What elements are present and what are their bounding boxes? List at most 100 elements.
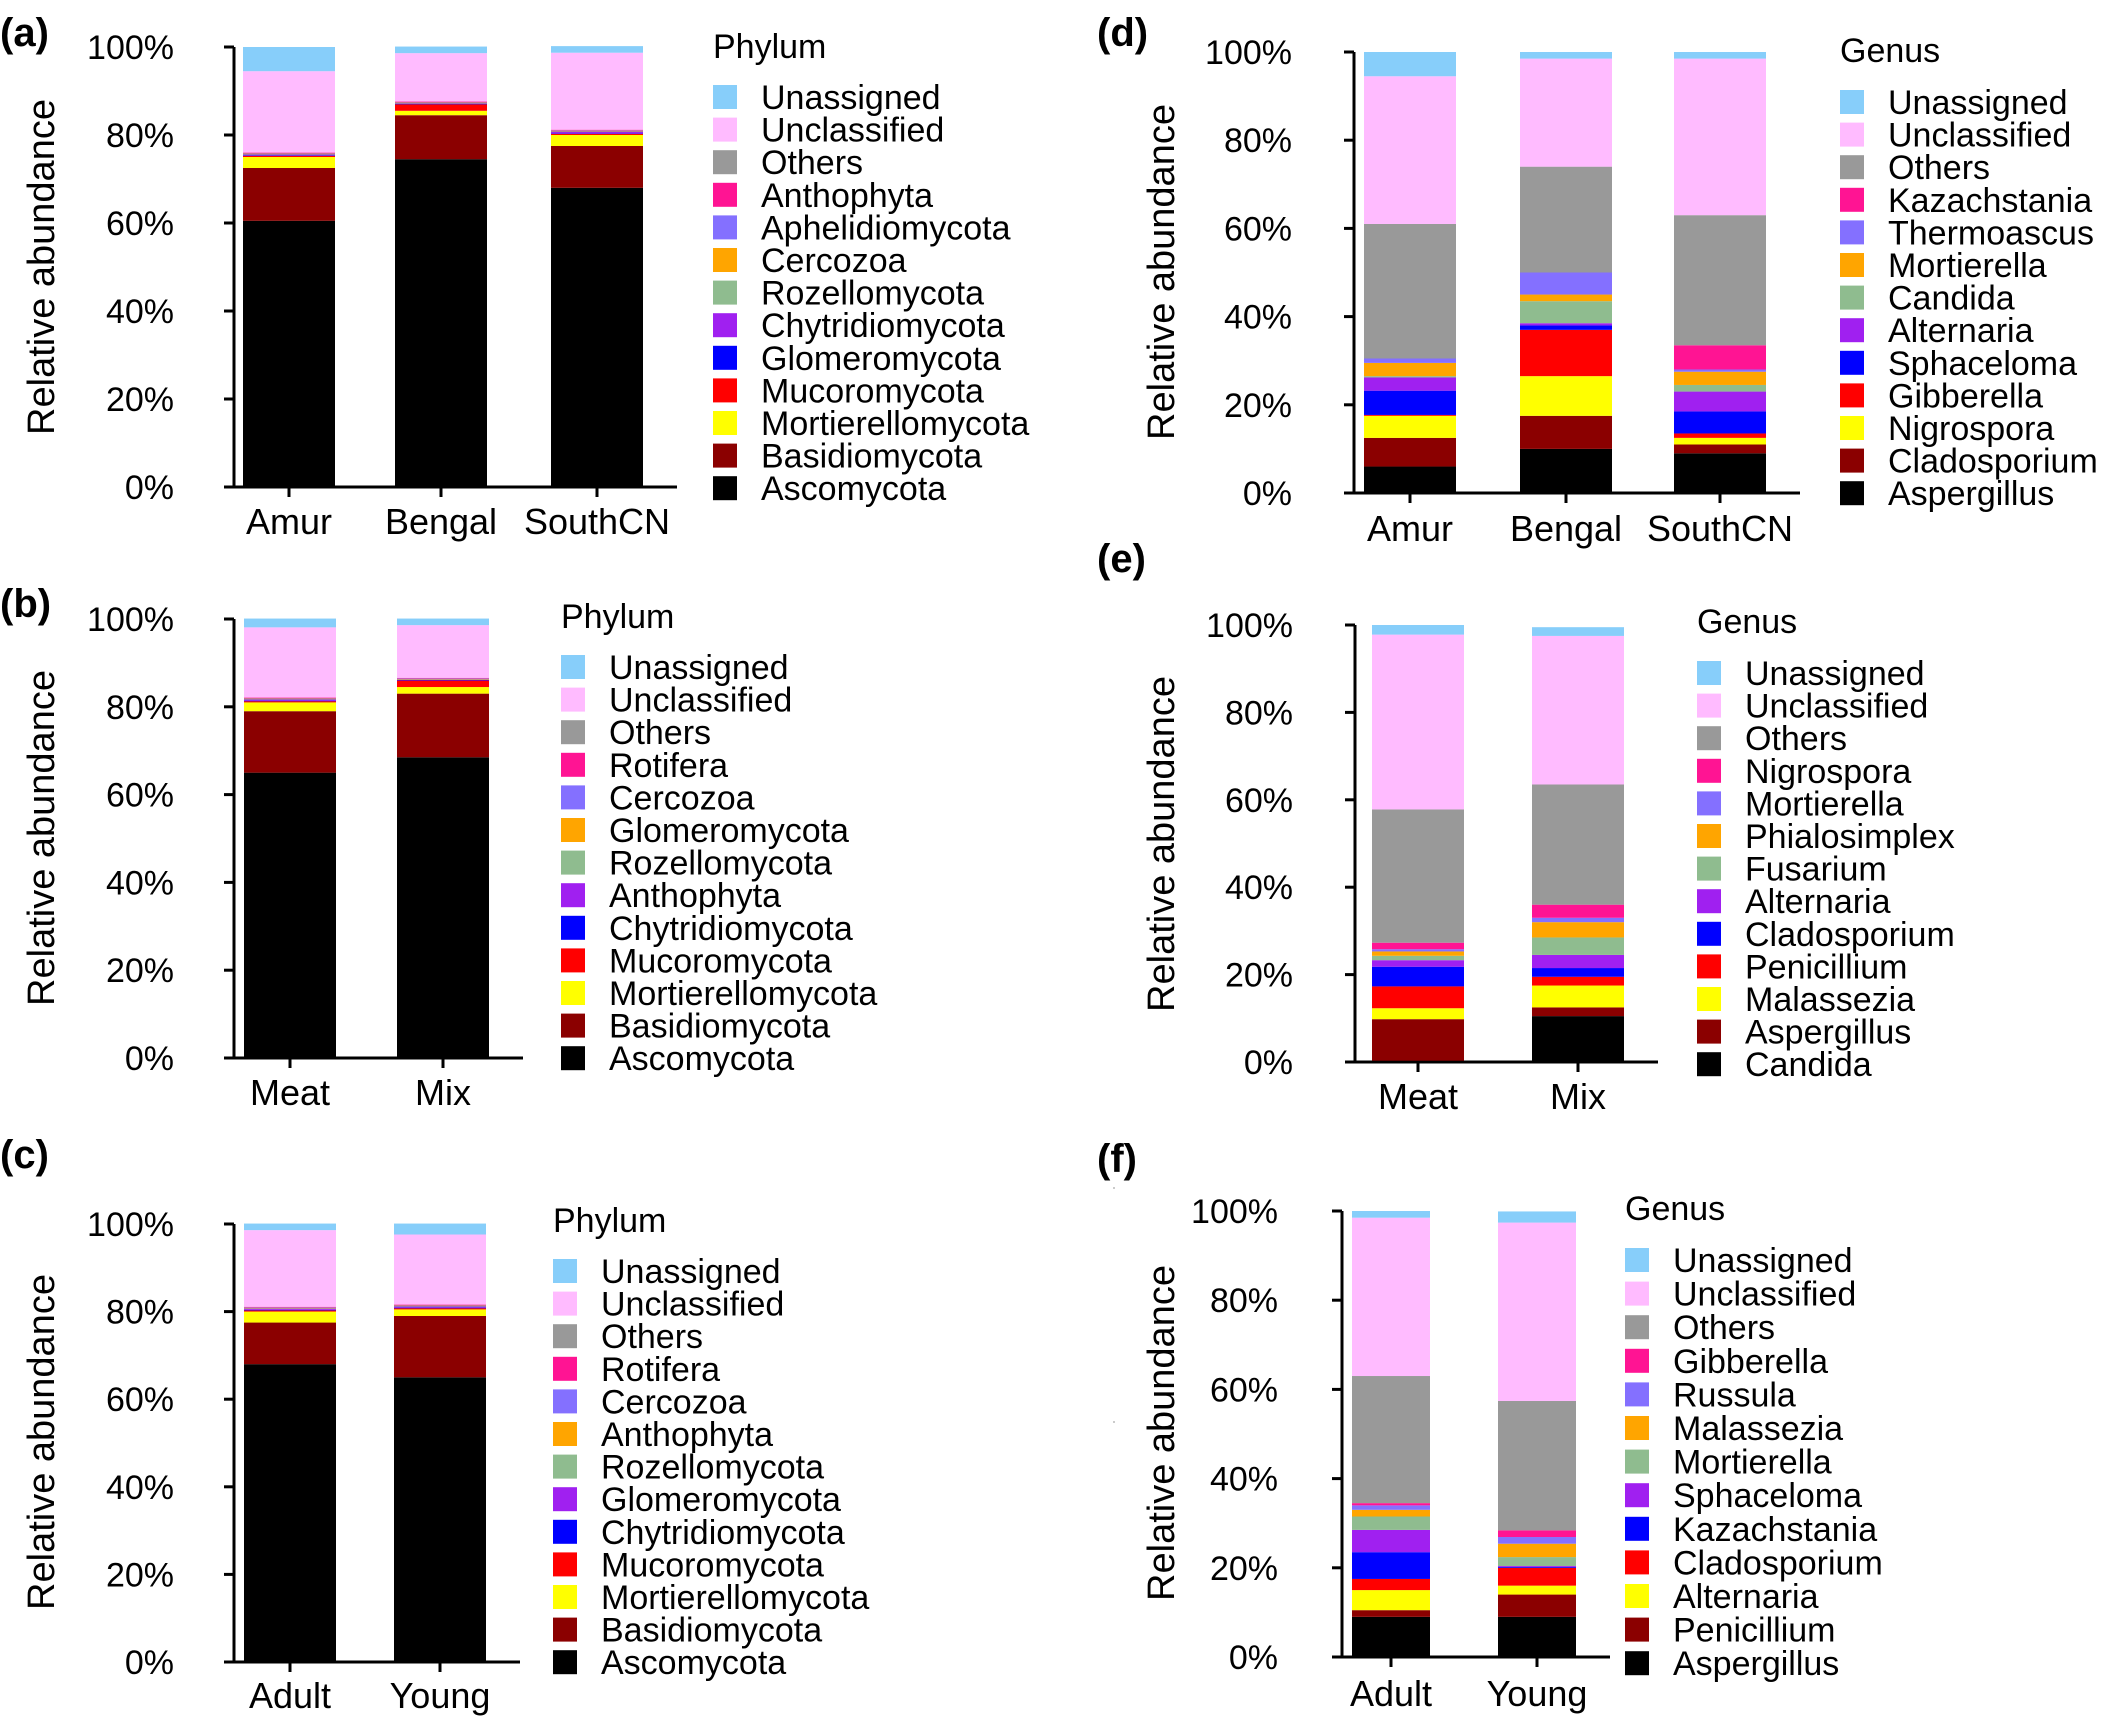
bar-segment-glomeromycota: [395, 103, 487, 105]
bar-segment-phialosimplex: [1372, 951, 1464, 956]
y-tick-label: 100%: [1206, 607, 1293, 645]
legend-swatch: [1840, 122, 1864, 147]
bar-segment-glomeromycota: [397, 678, 489, 680]
y-tick-label: 0%: [125, 469, 174, 507]
bar-segment-thermoascus: [1364, 358, 1456, 363]
legend-label: Others: [1673, 1309, 1775, 1347]
legend-label: Aphelidiomycota: [761, 209, 1011, 247]
bar-segment-anthophyta: [243, 152, 335, 154]
y-tick-label: 100%: [1191, 1193, 1278, 1231]
y-axis-title: Relative abundance: [21, 99, 63, 435]
legend-swatch: [713, 182, 737, 207]
bar-segment-others: [1372, 809, 1464, 943]
bar-segment-cercozoa: [397, 678, 489, 679]
bar-segment-chytridiomycota: [244, 1309, 336, 1311]
legend-label: Cladosporium: [1673, 1544, 1883, 1582]
bar-segment-mortierellomycota: [395, 110, 487, 116]
bar-segment-chytridiomycota: [551, 131, 643, 134]
legend-label: Sphaceloma: [1673, 1477, 1862, 1515]
legend-label: Others: [609, 714, 711, 752]
bar-segment-mortierellomycota: [394, 1309, 486, 1316]
bar-segment-ascomycota: [395, 159, 487, 487]
bar-segment-thermoascus: [1520, 272, 1612, 295]
legend-swatch: [1840, 318, 1864, 343]
legend-swatch: [1697, 693, 1721, 718]
legend-swatch: [1840, 448, 1864, 473]
legend-label: Candida: [1888, 280, 2015, 318]
legend-swatch: [713, 215, 737, 240]
bar-segment-chytridiomycota: [243, 154, 335, 156]
bar-segment-basidiomycota: [244, 711, 336, 773]
bar-segment-unassigned: [1352, 1211, 1430, 1218]
bar-segment-nigrospora: [1532, 904, 1624, 918]
bar-segment-russula: [1352, 1505, 1430, 1510]
legend-label: Fusarium: [1745, 851, 1887, 889]
legend-swatch: [713, 443, 737, 468]
legend-label: Ascomycota: [609, 1040, 794, 1078]
bar-segment-rotifera: [394, 1304, 486, 1306]
bar-segment-rozellomycota: [551, 131, 643, 132]
legend-label: Chytridiomycota: [601, 1514, 845, 1552]
legend-label: Ascomycota: [601, 1644, 786, 1682]
bar-segment-aphelidiomycota: [395, 102, 487, 103]
legend-label: Unclassified: [1673, 1276, 1856, 1314]
bar-segment-rozellomycota: [395, 102, 487, 104]
bar-segment-unassigned: [395, 46, 487, 54]
bar-segment-gibberella: [1674, 433, 1766, 438]
legend-label: Others: [1745, 720, 1847, 758]
bar-segment-sphaceloma: [1364, 390, 1456, 415]
bar-segment-mucoromycota: [244, 1310, 336, 1312]
bar-segment-cercozoa: [244, 1307, 336, 1308]
y-tick-label: 60%: [106, 777, 174, 815]
legend-swatch: [1697, 1052, 1721, 1077]
legend-label: Rotifera: [601, 1351, 720, 1389]
x-tick-label: Meat: [250, 1072, 330, 1113]
legend-label: Alternaria: [1673, 1578, 1819, 1616]
legend-swatch: [1625, 1416, 1649, 1440]
legend-swatch: [1840, 187, 1864, 212]
bar-segment-candida: [1520, 301, 1612, 324]
legend-label: Anthophyta: [601, 1416, 773, 1454]
bar-segment-mortierella: [1498, 1557, 1576, 1567]
bar-segment-cladosporium: [1674, 444, 1766, 454]
legend-swatch: [713, 117, 737, 142]
legend-label: Aspergillus: [1745, 1014, 1911, 1052]
bar-segment-mortierella: [1352, 1516, 1430, 1530]
bar-segment-unclassified: [394, 1234, 486, 1305]
bar-segment-unassigned: [551, 46, 643, 53]
legend-label: Unassigned: [1673, 1242, 1853, 1280]
y-tick-label: 0%: [125, 1644, 174, 1682]
bar-segment-unassigned: [244, 618, 336, 628]
bar-segment-others: [1498, 1400, 1576, 1531]
legend-label: Penicillium: [1673, 1612, 1836, 1650]
bar-segment-chytridiomycota: [244, 700, 336, 702]
y-tick-label: 40%: [106, 1469, 174, 1507]
legend-swatch: [713, 345, 737, 370]
bar-segment-unclassified: [1498, 1222, 1576, 1401]
y-tick-label: 40%: [1210, 1461, 1278, 1499]
legend-swatch: [1697, 726, 1721, 751]
y-tick-label: 80%: [1210, 1282, 1278, 1320]
legend-label: Rozellomycota: [601, 1449, 824, 1487]
bar-segment-alternaria: [1352, 1590, 1430, 1611]
bar-segment-glomeromycota: [244, 698, 336, 700]
legend-swatch: [1840, 350, 1864, 375]
bar-segment-sphaceloma: [1352, 1529, 1430, 1553]
legend-label: Mortierella: [1888, 247, 2047, 285]
bar-segment-alternaria: [1674, 391, 1766, 412]
bar-segment-cercozoa: [394, 1305, 486, 1306]
bar-segment-unassigned: [1674, 52, 1766, 59]
y-tick-label: 80%: [106, 117, 174, 155]
bar-segment-others: [1352, 1376, 1430, 1504]
legend-swatch: [1625, 1281, 1649, 1306]
legend-swatch: [561, 1046, 585, 1071]
bar-segment-candida: [1674, 384, 1766, 392]
legend-label: Aspergillus: [1888, 475, 2054, 513]
legend-swatch: [1625, 1248, 1649, 1272]
bar-segment-chytridiomycota: [395, 103, 487, 104]
legend-swatch: [713, 476, 737, 501]
bar-segment-others: [1532, 784, 1624, 905]
legend-swatch: [553, 1585, 577, 1609]
legend-label: Unclassified: [609, 682, 792, 720]
legend-label: Cladosporium: [1745, 916, 1955, 954]
